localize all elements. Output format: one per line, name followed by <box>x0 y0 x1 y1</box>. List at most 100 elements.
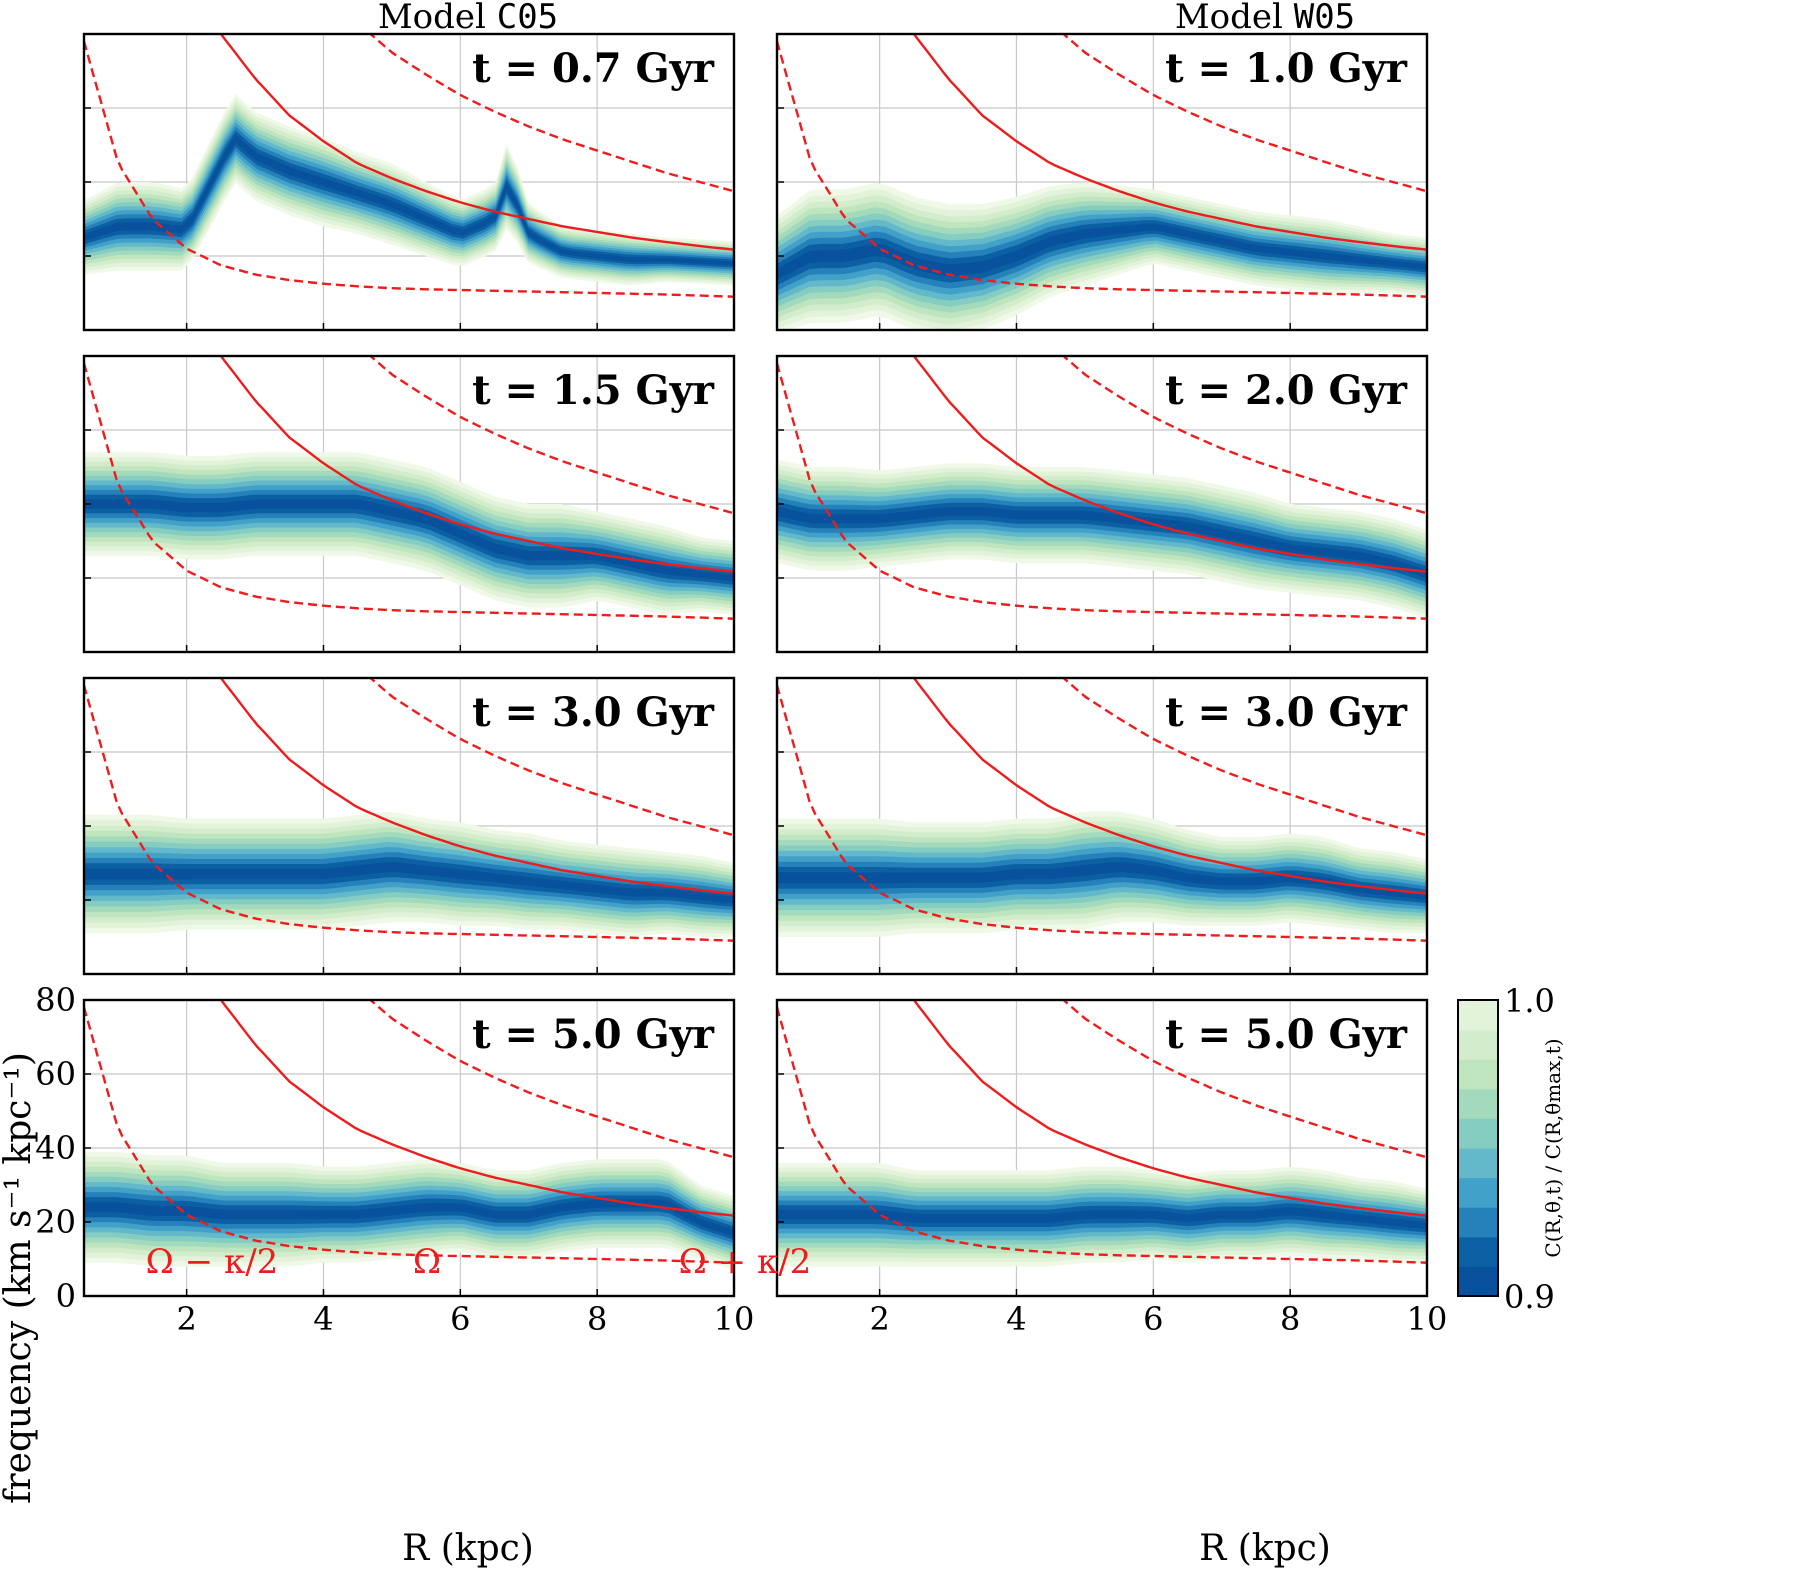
curve-omega <box>912 34 1427 251</box>
colorbar-level-2 <box>1458 1207 1498 1238</box>
curve-omega-minus-kappa <box>777 685 1427 942</box>
heatmap-band <box>777 811 1427 937</box>
curve-annotations: Ω − κ/2 Ω Ω + κ/2 <box>146 1242 812 1282</box>
annotation-omega-plus-kappa: Ω + κ/2 <box>679 1242 812 1282</box>
curve-omega-minus-kappa <box>84 41 734 298</box>
colorbar-label: C(R,θ,t) / C(R,θmax,t) <box>1541 1038 1565 1257</box>
axis-labels: R (kpc) R (kpc) frequency (km s⁻¹ kpc⁻¹) <box>0 1052 1331 1569</box>
curve-omega-minus-kappa <box>84 685 734 942</box>
time-label: t = 2.0 Gyr <box>1165 367 1408 414</box>
panel-c05-t3.0: t = 3.0 Gyr <box>82 676 736 976</box>
heatmap-band <box>777 459 1427 619</box>
x-tick-label: 6 <box>450 1300 470 1338</box>
contour-level-10 <box>777 506 1427 579</box>
column-titles: Model C05 Model W05 <box>378 0 1355 37</box>
colorbar-level-5 <box>1458 1118 1498 1149</box>
x-tick-label: 2 <box>176 1300 196 1338</box>
time-label: t = 1.0 Gyr <box>1165 45 1408 92</box>
contour-level-9 <box>777 857 1427 903</box>
x-tick-label: 2 <box>869 1300 889 1338</box>
colorbar-level-9 <box>1458 1000 1498 1031</box>
annotation-omega: Ω <box>413 1242 441 1282</box>
y-tick-label: 40 <box>35 1129 76 1167</box>
panel-frame <box>775 998 1429 1298</box>
time-label: t = 3.0 Gyr <box>1165 689 1408 736</box>
y-tick-label: 60 <box>35 1055 76 1093</box>
panel-w05-t5.0: t = 5.0 Gyr 2 4 6 8 10 <box>775 998 1448 1338</box>
colorbar-level-0 <box>1458 1266 1498 1297</box>
contour-level-8 <box>777 852 1427 907</box>
curve-omega <box>219 356 734 573</box>
panel-c05-t0.7: t = 0.7 Gyr <box>82 32 736 332</box>
x-tick-label: 10 <box>1407 1300 1448 1338</box>
heatmap-band <box>777 182 1427 330</box>
colorbar: 1.0 0.9 C(R,θ,t) / C(R,θmax,t) <box>1457 982 1565 1316</box>
curve-omega <box>912 1000 1427 1217</box>
column-title-c05: Model C05 <box>378 0 558 37</box>
x-tick-label: 4 <box>1006 1300 1026 1338</box>
panel-frame <box>82 998 736 1298</box>
colorbar-level-1 <box>1458 1236 1498 1267</box>
x-tick-label: 4 <box>313 1300 333 1338</box>
contour-level-10 <box>777 862 1427 900</box>
colorbar-min-label: 0.9 <box>1504 1278 1555 1316</box>
panel-w05-t3.0: t = 3.0 Gyr <box>775 676 1429 976</box>
x-tick-label: 6 <box>1143 1300 1163 1338</box>
time-label: t = 3.0 Gyr <box>472 689 715 736</box>
panel-frame <box>82 354 736 654</box>
frequency-curves <box>84 678 734 942</box>
annotation-omega-minus-kappa: Ω − κ/2 <box>146 1242 279 1282</box>
frequency-curves <box>777 34 1427 298</box>
panel-c05-t5.0: t = 5.0 Gyr 2 4 6 8 10 0 20 40 60 80 <box>35 981 754 1338</box>
panel-frame <box>82 676 736 976</box>
time-label: t = 5.0 Gyr <box>472 1011 715 1058</box>
curve-omega-minus-kappa <box>84 363 734 620</box>
curve-omega <box>219 678 734 895</box>
frequency-curves <box>777 1000 1427 1264</box>
curve-omega <box>912 356 1427 573</box>
curve-omega <box>219 1000 734 1217</box>
curve-omega <box>912 678 1427 895</box>
panel-c05-t1.5: t = 1.5 Gyr <box>82 354 736 654</box>
heatmap-band <box>84 452 734 615</box>
colorbar-level-3 <box>1458 1177 1498 1208</box>
time-label: t = 0.7 Gyr <box>472 45 715 92</box>
frequency-curves <box>84 34 734 298</box>
panel-frame <box>775 676 1429 976</box>
column-title-w05: Model W05 <box>1175 0 1355 37</box>
x-tick-label: 8 <box>1280 1300 1300 1338</box>
frequency-curves <box>777 678 1427 942</box>
contour-level-10 <box>777 1207 1427 1230</box>
y-axis-label: frequency (km s⁻¹ kpc⁻¹) <box>0 1052 39 1504</box>
time-label: t = 5.0 Gyr <box>1165 1011 1408 1058</box>
x-tick-label: 8 <box>587 1300 607 1338</box>
panel-w05-t2.0: t = 2.0 Gyr <box>775 354 1429 654</box>
y-tick-label: 80 <box>35 981 76 1019</box>
panels: t = 0.7 Gyr t = 1.0 Gyr t = 1.5 Gyr t = 2.0… <box>35 32 1448 1338</box>
colorbar-max-label: 1.0 <box>1504 982 1555 1020</box>
y-tick-label: 0 <box>56 1277 76 1315</box>
frequency-curves <box>84 1000 734 1264</box>
curve-omega-minus-kappa <box>777 1007 1427 1264</box>
contour-level-9 <box>84 494 734 585</box>
panel-frame <box>82 32 736 332</box>
heatmap-band <box>84 1151 734 1271</box>
panel-frame <box>775 32 1429 332</box>
panel-frame <box>775 354 1429 654</box>
contour-level-10 <box>84 499 734 582</box>
y-tick-label: 20 <box>35 1203 76 1241</box>
curve-omega <box>219 34 734 251</box>
colorbar-level-7 <box>1458 1059 1498 1090</box>
heatmap-band <box>84 811 734 937</box>
curve-omega-minus-kappa <box>777 363 1427 620</box>
x-axis-label-left: R (kpc) <box>402 1528 534 1569</box>
heatmap-band <box>84 94 734 286</box>
colorbar-level-8 <box>1458 1029 1498 1060</box>
contour-level-10 <box>84 1199 734 1237</box>
contour-level-10 <box>777 223 1427 280</box>
curve-omega-minus-kappa <box>777 41 1427 298</box>
curve-omega-minus-kappa <box>84 1007 734 1264</box>
heatmap-band <box>777 1162 1427 1267</box>
x-axis-label-right: R (kpc) <box>1199 1528 1331 1569</box>
